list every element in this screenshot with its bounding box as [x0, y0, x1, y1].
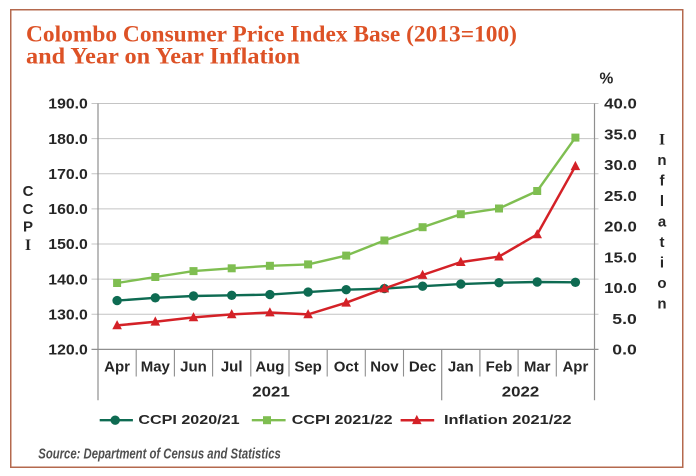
- svg-text:40.0: 40.0: [604, 97, 637, 113]
- svg-text:150.0: 150.0: [48, 237, 88, 253]
- svg-text:30.0: 30.0: [604, 158, 637, 174]
- svg-text:Jan: Jan: [448, 359, 474, 376]
- svg-text:I: I: [25, 237, 31, 254]
- svg-text:Nov: Nov: [370, 359, 399, 376]
- svg-text:35.0: 35.0: [604, 127, 637, 143]
- svg-text:170.0: 170.0: [48, 167, 88, 183]
- svg-text:i: i: [660, 255, 664, 272]
- svg-text:l: l: [660, 193, 664, 210]
- svg-text:Oct: Oct: [334, 359, 359, 376]
- svg-text:Feb: Feb: [486, 359, 513, 376]
- svg-text:Jul: Jul: [221, 359, 243, 376]
- svg-text:140.0: 140.0: [48, 272, 88, 288]
- svg-text:and Year on Year Inflation: and Year on Year Inflation: [26, 44, 300, 70]
- svg-text:Colombo Consumer Price Index B: Colombo Consumer Price Index Base (2013=…: [26, 22, 517, 48]
- svg-text:5.0: 5.0: [612, 312, 637, 328]
- svg-text:CCPI 2020/21: CCPI 2020/21: [138, 412, 239, 427]
- svg-text:15.0: 15.0: [604, 250, 637, 266]
- svg-text:CCPI 2021/22: CCPI 2021/22: [292, 412, 393, 427]
- svg-text:Sep: Sep: [294, 359, 322, 376]
- svg-text:I: I: [659, 132, 665, 149]
- svg-text:Mar: Mar: [524, 359, 551, 376]
- svg-text:Aug: Aug: [255, 359, 284, 376]
- svg-text:160.0: 160.0: [48, 202, 88, 218]
- svg-text:190.0: 190.0: [48, 97, 88, 113]
- svg-text:20.0: 20.0: [604, 220, 637, 236]
- svg-text:n: n: [657, 296, 666, 313]
- svg-text:180.0: 180.0: [48, 132, 88, 148]
- svg-text:Apr: Apr: [104, 359, 130, 376]
- svg-text:C: C: [23, 183, 34, 200]
- svg-text:120.0: 120.0: [48, 343, 88, 359]
- svg-text:n: n: [657, 152, 666, 169]
- svg-text:Jun: Jun: [180, 359, 207, 376]
- svg-text:o: o: [657, 275, 666, 292]
- svg-text:Dec: Dec: [409, 359, 437, 376]
- svg-text:2022: 2022: [502, 384, 540, 401]
- svg-text:130.0: 130.0: [48, 308, 88, 324]
- svg-text:C: C: [23, 201, 34, 218]
- svg-text:Source: Department of Census a: Source: Department of Census and Statist…: [38, 446, 281, 463]
- svg-text:2021: 2021: [252, 384, 290, 401]
- svg-text:f: f: [660, 173, 666, 190]
- svg-text:10.0: 10.0: [604, 281, 637, 297]
- svg-text:Inflation 2021/22: Inflation 2021/22: [444, 412, 572, 427]
- svg-text:%: %: [600, 70, 614, 87]
- svg-text:0.0: 0.0: [612, 343, 637, 359]
- svg-text:Apr: Apr: [562, 359, 588, 376]
- svg-text:t: t: [660, 234, 665, 251]
- svg-text:a: a: [658, 214, 667, 231]
- svg-text:P: P: [23, 219, 33, 236]
- svg-text:May: May: [141, 359, 171, 376]
- svg-text:25.0: 25.0: [604, 189, 637, 205]
